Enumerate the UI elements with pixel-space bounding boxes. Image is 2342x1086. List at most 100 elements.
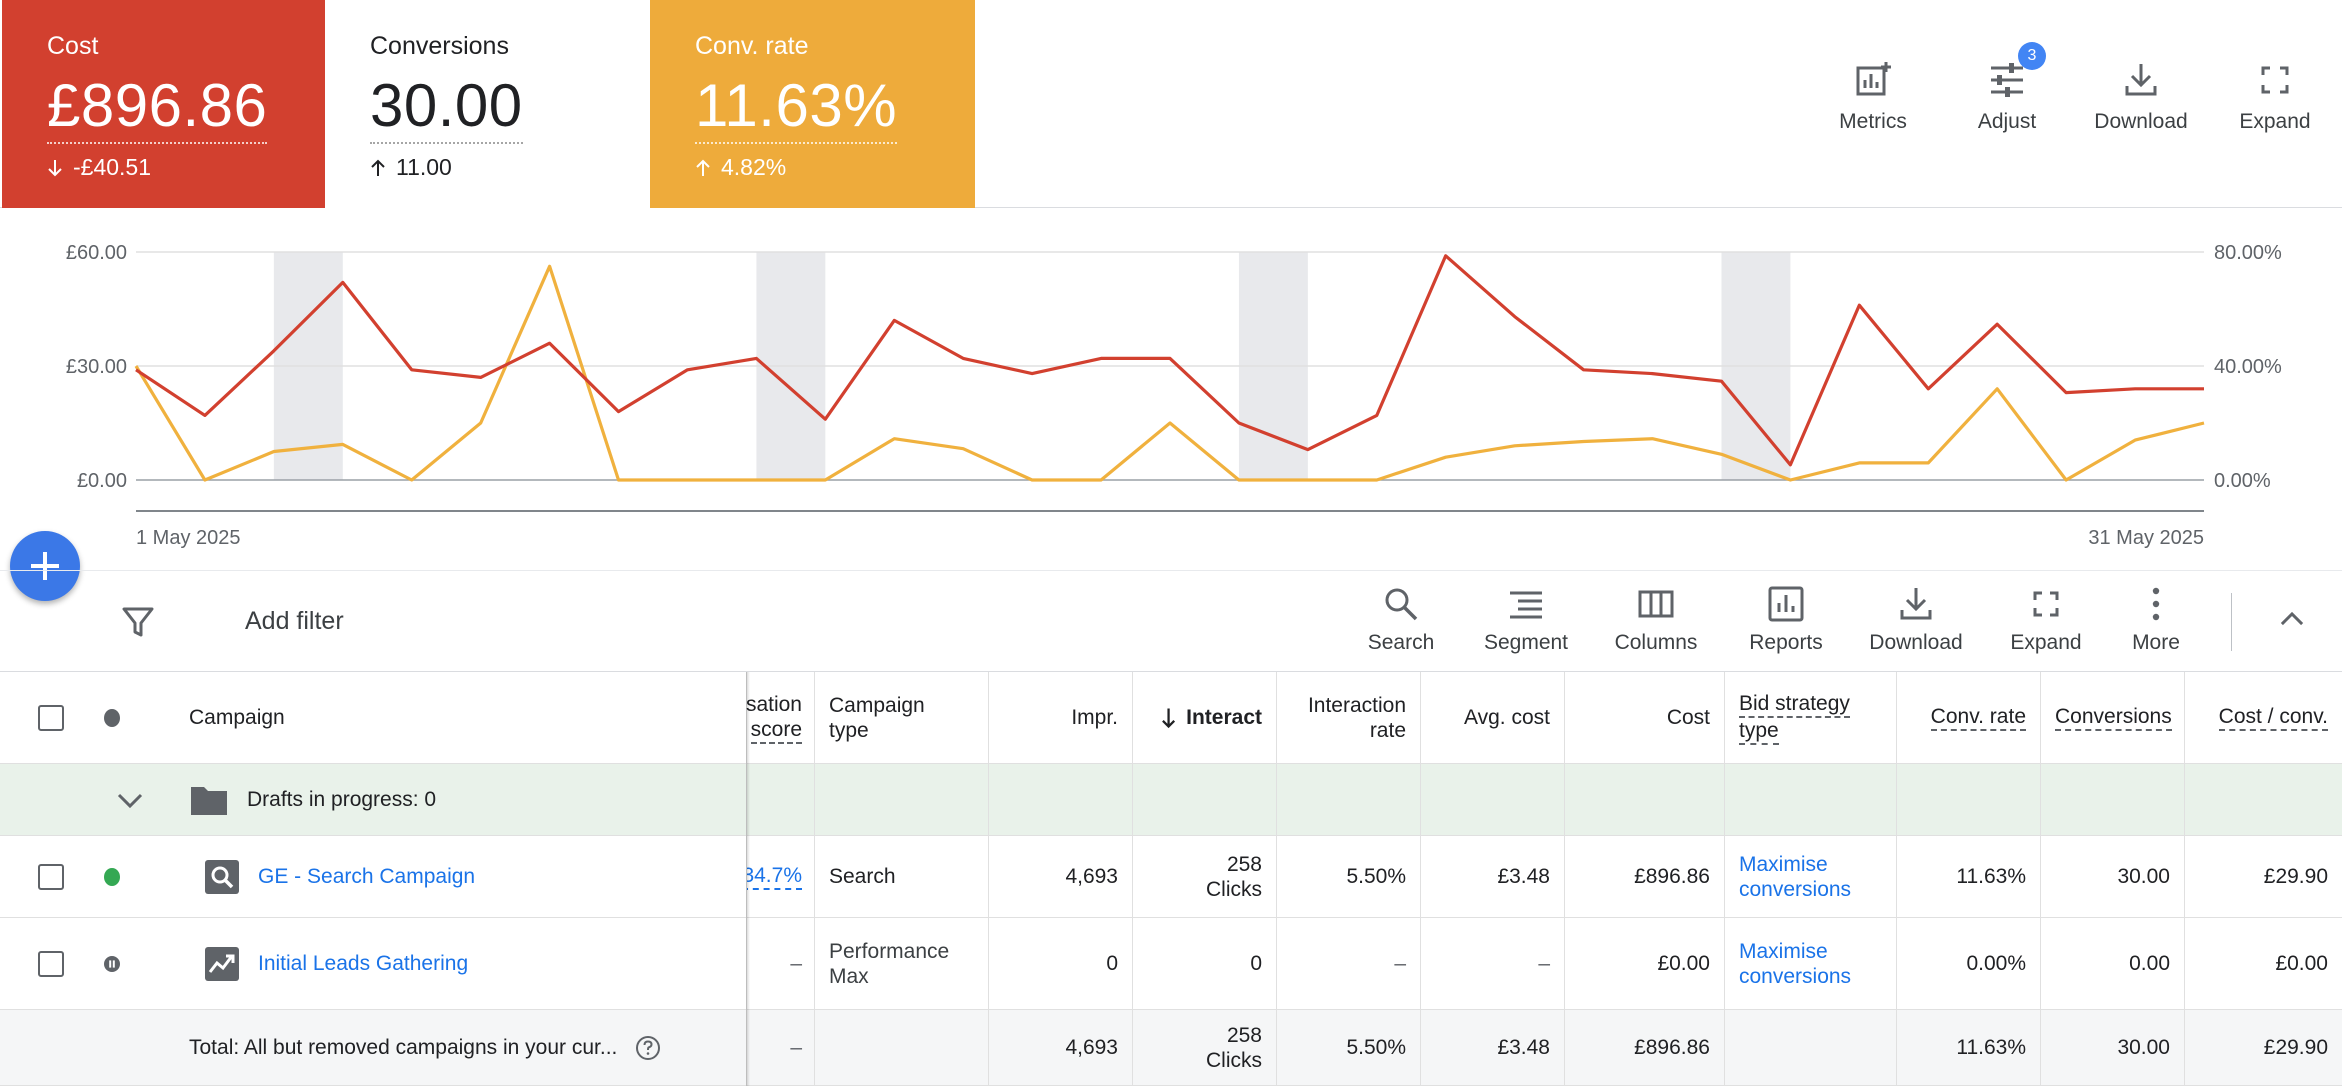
table-tools: Search Segment Columns Reports Download … — [1341, 585, 2342, 655]
line-chart: £60.00 80.00% £30.00 40.00% £0.00 0.00% 1 May … — [66, 242, 2282, 549]
bid-strategy-line1: Maximise — [1739, 939, 1828, 963]
total-opt-score: – — [790, 1036, 802, 1059]
avg-cost-value: £3.48 — [1497, 865, 1550, 888]
collapse-button[interactable] — [2262, 585, 2322, 643]
status-header-icon[interactable] — [104, 708, 120, 727]
impr-header[interactable]: Impr. — [988, 672, 1132, 763]
help-icon[interactable] — [635, 1035, 661, 1061]
kpi-card-conversions[interactable]: Conversions 30.00 11.00 — [325, 0, 651, 208]
cost-series-line — [135, 254, 2204, 467]
filter-icon[interactable] — [120, 604, 156, 640]
table-download-button[interactable]: Download — [1851, 585, 1981, 655]
row-select-cell — [24, 918, 84, 1009]
kpi-change: -£40.51 — [47, 154, 328, 181]
conversions-header[interactable]: Conversions — [2040, 672, 2184, 763]
paused-status-icon[interactable] — [104, 954, 120, 974]
metrics-button[interactable]: Metrics — [1806, 60, 1940, 134]
select-all-checkbox[interactable] — [38, 704, 64, 731]
bid-header-line1: Bid strategy — [1739, 691, 1850, 718]
conv-rate-value: 0.00% — [1966, 952, 2026, 975]
bid-strategy-cell[interactable]: Maximise conversions — [1724, 836, 1896, 917]
conversions-value: 30.00 — [2117, 865, 2170, 888]
campaign-name-cell: GE - Search Campaign — [190, 836, 730, 917]
empty-cell — [814, 1010, 988, 1085]
conversions-header-label: Conversions — [2055, 704, 2172, 731]
drafts-row: Drafts in progress: 0 — [0, 764, 2342, 836]
kpi-bar: Cost £896.86 -£40.51 Conversions 30.00 1… — [0, 0, 2342, 208]
total-conv-rate: 11.63% — [1956, 1036, 2026, 1059]
interactions-value: 258 — [1226, 852, 1262, 876]
empty-cell — [2040, 764, 2184, 835]
performance-max-icon — [205, 946, 239, 981]
campaign-type-cell: Search — [814, 836, 988, 917]
bid-strategy-cell[interactable]: Maximise conversions — [1724, 918, 1896, 1009]
optimisation-score-header[interactable]: sation score — [746, 672, 814, 763]
total-conversions: 30.00 — [2117, 1036, 2170, 1059]
interactions-header[interactable]: Interact — [1132, 672, 1276, 763]
empty-cell — [1896, 764, 2040, 835]
create-button[interactable] — [10, 531, 80, 601]
columns-button[interactable]: Columns — [1591, 585, 1721, 655]
cost-conv-header-label: Cost / conv. — [2218, 704, 2328, 731]
x-end-label: 31 May 2025 — [2088, 527, 2204, 549]
more-button[interactable]: More — [2111, 585, 2201, 655]
y-left-tick-label: £30.00 — [66, 356, 127, 378]
opt-score-value: – — [790, 952, 802, 975]
campaign-name-link[interactable]: GE - Search Campaign — [258, 865, 476, 888]
campaign-type-header[interactable]: Campaign type — [814, 672, 988, 763]
conv-rate-header[interactable]: Conv. rate — [1896, 672, 2040, 763]
empty-cell — [988, 764, 1132, 835]
campaign-header[interactable]: Campaign — [175, 672, 575, 763]
y-left-tick-label: £60.00 — [66, 242, 127, 264]
campaign-type-line2: Max — [829, 964, 869, 988]
status-header-cell — [90, 672, 134, 763]
cost-header-label: Cost — [1666, 706, 1710, 729]
plus-icon — [31, 552, 59, 580]
opt-header-line1: sation — [745, 692, 802, 716]
search-button[interactable]: Search — [1341, 585, 1461, 655]
cost-conv-header[interactable]: Cost / conv. — [2184, 672, 2342, 763]
int-rate-cell: – — [1276, 918, 1420, 1009]
download-label: Download — [2094, 110, 2188, 133]
select-all-cell — [24, 672, 84, 763]
empty-cell — [1724, 1010, 1896, 1085]
download-label: Download — [1869, 631, 1963, 654]
total-avg-cost: £3.48 — [1497, 1036, 1550, 1059]
empty-cell — [1724, 764, 1896, 835]
conv-rate-cell: 0.00% — [1896, 918, 2040, 1009]
cost-header[interactable]: Cost — [1564, 672, 1724, 763]
table-expand-button[interactable]: Expand — [1981, 585, 2111, 655]
y-right-tick-label: 0.00% — [2214, 470, 2271, 492]
interactions-value: 0 — [1250, 952, 1262, 975]
bid-strategy-header[interactable]: Bid strategy type — [1724, 672, 1896, 763]
bid-header-line2: type — [1739, 718, 1779, 745]
avg-cost-header[interactable]: Avg. cost — [1420, 672, 1564, 763]
chart-actions: Metrics 3 Adjust Download Expand — [1806, 42, 2342, 134]
impr-cell: 4,693 — [988, 1010, 1132, 1085]
status-enabled-icon[interactable] — [104, 867, 120, 886]
drafts-expand-cell — [100, 764, 160, 835]
row-checkbox[interactable] — [38, 863, 64, 890]
kpi-card-cost[interactable]: Cost £896.86 -£40.51 — [2, 0, 328, 208]
bid-strategy-line2: conversions — [1739, 964, 1852, 988]
opt-score-link[interactable]: 34.7% — [747, 863, 802, 890]
interaction-rate-header[interactable]: Interaction rate — [1276, 672, 1420, 763]
empty-cell — [1276, 764, 1420, 835]
chevron-down-icon[interactable] — [114, 784, 146, 816]
segment-button[interactable]: Segment — [1461, 585, 1591, 655]
arrow-down-icon — [48, 159, 62, 176]
conv-rate-series-line — [134, 264, 2205, 482]
int-rate-header-line1: Interaction — [1307, 693, 1406, 717]
row-checkbox[interactable] — [38, 950, 64, 977]
reports-button[interactable]: Reports — [1721, 585, 1851, 655]
adjust-button[interactable]: 3 Adjust — [1940, 42, 2074, 134]
interactions-cell: 0 — [1132, 918, 1276, 1009]
add-filter-button[interactable]: Add filter — [245, 607, 344, 635]
columns-icon — [1638, 590, 1674, 618]
expand-button[interactable]: Expand — [2208, 60, 2342, 134]
download-button[interactable]: Download — [2074, 60, 2208, 134]
campaign-name-link[interactable]: Initial Leads Gathering — [258, 952, 469, 975]
total-interactions-unit: Clicks — [1206, 1048, 1262, 1072]
expand-label: Expand — [2239, 110, 2311, 133]
kpi-card-conv-rate[interactable]: Conv. rate 11.63% 4.82% — [650, 0, 975, 208]
